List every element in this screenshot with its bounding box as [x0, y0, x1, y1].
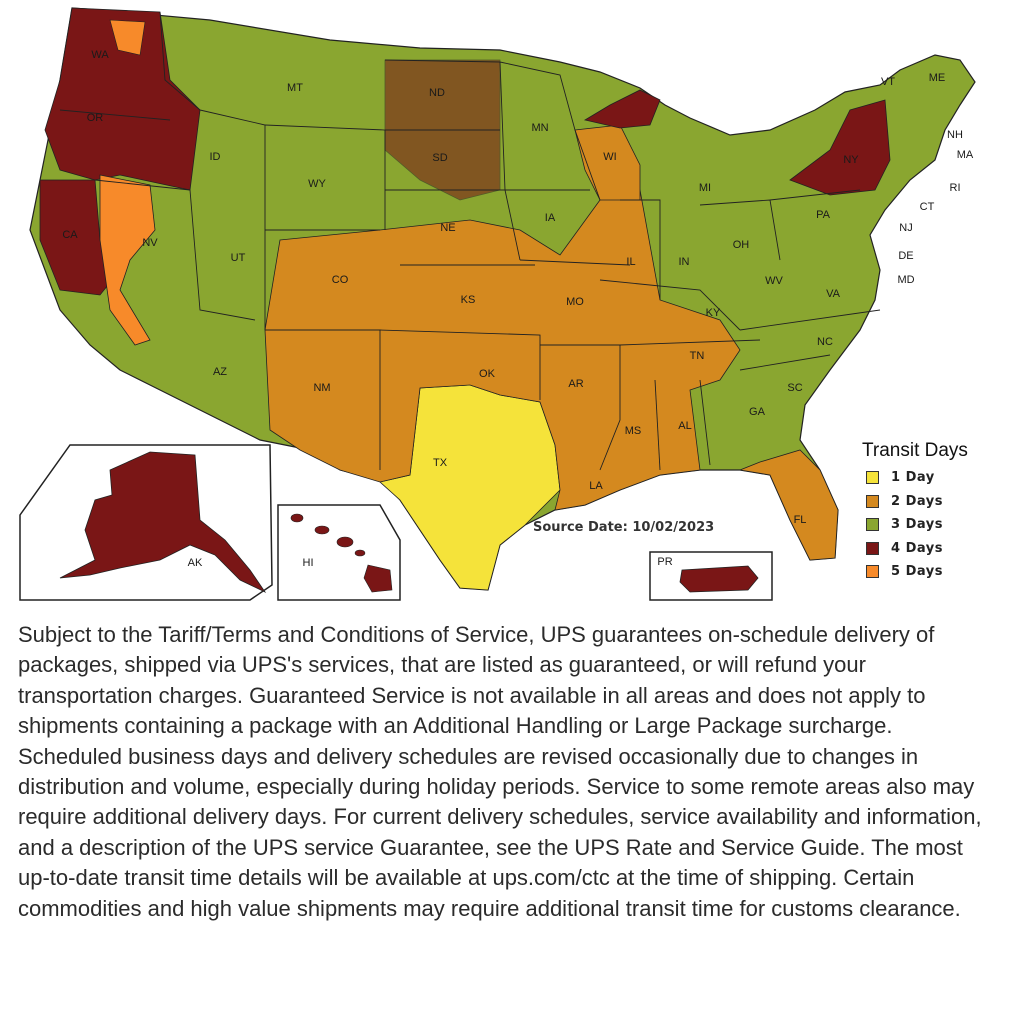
state-label-ky: KY — [705, 307, 721, 319]
state-label-ar: AR — [568, 378, 584, 390]
state-label-pa: PA — [816, 209, 830, 221]
state-label-ne: NE — [440, 222, 456, 234]
state-label-nm: NM — [313, 382, 331, 394]
us-transit-map-svg — [19, 7, 976, 601]
state-label-ia: IA — [544, 212, 556, 224]
washington-region-5-days — [109, 19, 146, 56]
state-label-sd: SD — [432, 152, 448, 164]
legend-item-2-days: 2 Days — [862, 490, 1002, 514]
inset-label-hawaii: HI — [302, 557, 314, 569]
state-label-ks: KS — [460, 294, 476, 306]
state-label-ms: MS — [624, 425, 642, 437]
legend-item-5-days: 5 Days — [862, 560, 1002, 584]
upper-michigan-region-4-days — [583, 89, 661, 129]
legend-label-2-days: 2 Days — [891, 493, 943, 509]
legend-swatch-4-days — [866, 541, 879, 555]
state-label-me: ME — [928, 72, 946, 84]
transit-map: WA OR CA ID NV UT AZ MT WY CO NM ND SD NE KS OK TX MN IA MO… — [19, 7, 1002, 601]
state-label-sc: SC — [787, 382, 803, 394]
legend: Transit Days 1 Day 2 Days 3 Days 4 Days … — [862, 440, 1002, 584]
central-region-2-days — [264, 189, 741, 511]
state-label-nv: NV — [142, 237, 158, 249]
state-label-ga: GA — [749, 406, 765, 418]
state-label-vt: VT — [880, 76, 896, 88]
florida-region-2-days — [738, 449, 839, 561]
state-label-mn: MN — [531, 122, 549, 134]
state-label-nj: NJ — [899, 222, 913, 234]
state-label-nh: NH — [947, 129, 963, 141]
legend-item-3-days: 3 Days — [862, 513, 1002, 537]
state-boundaries — [59, 11, 881, 471]
state-label-al: AL — [678, 420, 692, 432]
legend-label-3-days: 3 Days — [891, 517, 943, 533]
state-label-wi: WI — [603, 151, 617, 163]
legend-item-1-day: 1 Day — [862, 466, 1002, 490]
puerto-rico-shape — [679, 565, 759, 593]
inset-label-alaska: AK — [187, 557, 203, 569]
state-label-ma: MA — [956, 149, 974, 161]
legend-swatch-2-days — [866, 494, 879, 508]
state-label-ut: UT — [230, 252, 246, 264]
state-label-mi: MI — [698, 182, 712, 194]
hawaii-islands — [290, 513, 393, 593]
state-label-id: ID — [209, 151, 221, 163]
legend-swatch-3-days — [866, 518, 879, 532]
legend-swatch-5-days — [866, 565, 879, 579]
state-label-ca: CA — [62, 229, 78, 241]
state-label-de: DE — [898, 250, 914, 262]
state-label-az: AZ — [212, 366, 228, 378]
state-label-wv: WV — [765, 275, 783, 287]
state-label-wy: WY — [308, 178, 326, 190]
state-label-ri: RI — [949, 182, 961, 194]
state-label-nd: ND — [429, 87, 445, 99]
state-label-ct: CT — [919, 201, 935, 213]
state-label-tn: TN — [689, 350, 705, 362]
state-label-tx: TX — [432, 457, 448, 469]
legend-title: Transit Days — [862, 440, 968, 461]
state-label-in: IN — [678, 256, 690, 268]
state-label-oh: OH — [732, 239, 750, 251]
state-label-or: OR — [86, 112, 104, 124]
legend-swatch-1-day — [866, 471, 879, 485]
state-label-nc: NC — [817, 336, 833, 348]
state-label-md: MD — [897, 274, 915, 286]
legend-label-4-days: 4 Days — [891, 540, 943, 556]
state-label-fl: FL — [793, 514, 807, 526]
legend-label-1-day: 1 Day — [891, 470, 935, 486]
state-label-mo: MO — [566, 296, 584, 308]
service-guarantee-disclaimer: Subject to the Tariff/Terms and Conditio… — [18, 622, 982, 921]
state-label-ny: NY — [843, 154, 859, 166]
northwest-region-4-days — [44, 7, 201, 191]
state-label-mt: MT — [287, 82, 303, 94]
new-york-region-4-days — [789, 99, 891, 196]
state-label-co: CO — [331, 274, 349, 286]
legend-item-4-days: 4 Days — [862, 537, 1002, 561]
alaska-shape — [59, 451, 267, 594]
source-date: Source Date: 10/02/2023 — [533, 520, 715, 535]
state-label-wa: WA — [91, 49, 109, 61]
inset-label-puerto-rico: PR — [657, 556, 673, 568]
legend-label-5-days: 5 Days — [891, 564, 943, 580]
state-label-il: IL — [626, 256, 636, 268]
state-label-ok: OK — [479, 368, 495, 380]
state-label-va: VA — [826, 288, 840, 300]
state-label-la: LA — [589, 480, 603, 492]
nevada-region-5-days — [99, 174, 156, 346]
